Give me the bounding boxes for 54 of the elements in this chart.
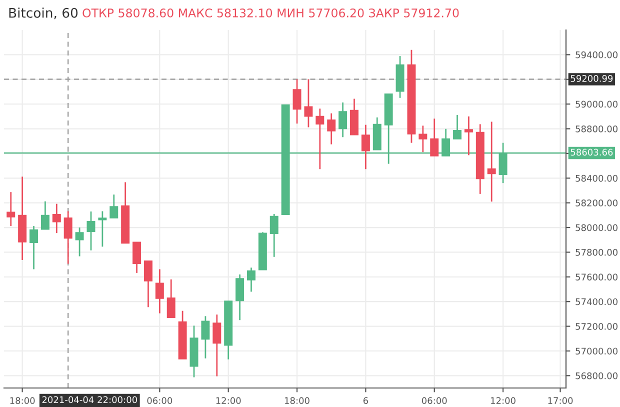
y-tick-label: 59400.00: [576, 51, 618, 58]
y-tick-label: 57600.00: [576, 274, 618, 280]
ref-line-label: 58603.66: [570, 148, 613, 156]
y-tick-label: 57800.00: [576, 248, 618, 256]
chart-title: Bitcoin, 60: [9, 8, 78, 20]
candlestick: [132, 241, 142, 274]
candlestick: [52, 203, 61, 234]
candlestick: [201, 315, 210, 360]
candlestick: [327, 112, 336, 146]
x-tick-label: 18:00: [10, 397, 35, 404]
candlestick: [487, 121, 496, 202]
candlestick: [304, 78, 313, 128]
candlestick: [110, 194, 118, 219]
candlestick: [40, 200, 50, 230]
ref-line-label: 59200.99: [570, 75, 613, 82]
chart-subtitle: ОТКР 58078.60 МАКС 58132.10 МИН 57706.20 ЗАКР 57912.70: [82, 8, 459, 18]
candlestick: [75, 226, 84, 257]
y-tick-label: 57200.00: [576, 323, 618, 330]
candlestick: [270, 213, 278, 258]
y-tick-label: 57400.00: [576, 298, 618, 306]
candlestick: [464, 116, 473, 156]
y-tick-label: 58000.00: [576, 224, 618, 232]
candlestick: [292, 78, 302, 124]
candlestick: [6, 191, 16, 227]
candlestick: [212, 314, 222, 377]
x-tick-label: 17:00: [548, 397, 573, 404]
candlestick: [30, 225, 38, 270]
x-tick-label: 6: [363, 397, 368, 404]
x-tick-label: 18:00: [285, 397, 310, 404]
candlestick: [236, 274, 244, 321]
candlestick: [316, 108, 324, 170]
candlestick: [166, 278, 176, 318]
y-tick-label: 58400.00: [576, 174, 618, 182]
x-tick-label: 06:00: [422, 397, 447, 404]
candlestick: [453, 114, 462, 140]
candlestick: [86, 210, 96, 252]
candlestick: [144, 260, 152, 308]
y-tick-label: 56800.00: [576, 372, 618, 380]
x-tick-label: 12:00: [491, 397, 516, 404]
candlestick: [98, 210, 107, 248]
candlestick: [246, 266, 256, 292]
candlestick: [361, 124, 370, 170]
candlestick: [64, 210, 72, 264]
x-tick-label: 12:00: [216, 397, 241, 404]
ref-line-label: 2021-04-04 22:00:00: [42, 396, 137, 404]
y-tick-label: 59000.00: [576, 100, 618, 108]
candlestick: [418, 124, 428, 153]
x-tick-label: 06:00: [147, 397, 172, 404]
y-tick-label: 57000.00: [576, 348, 618, 355]
candlestick: [430, 118, 439, 157]
candlestick: [155, 268, 164, 314]
y-tick-label: 58200.00: [576, 200, 618, 206]
candlestick: [338, 102, 348, 138]
y-tick-label: 58800.00: [576, 125, 618, 132]
